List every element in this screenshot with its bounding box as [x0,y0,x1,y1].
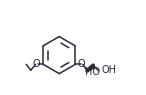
Text: O: O [78,59,86,69]
Text: O: O [33,59,41,69]
Text: HO: HO [85,67,100,77]
Text: OH: OH [101,65,117,75]
